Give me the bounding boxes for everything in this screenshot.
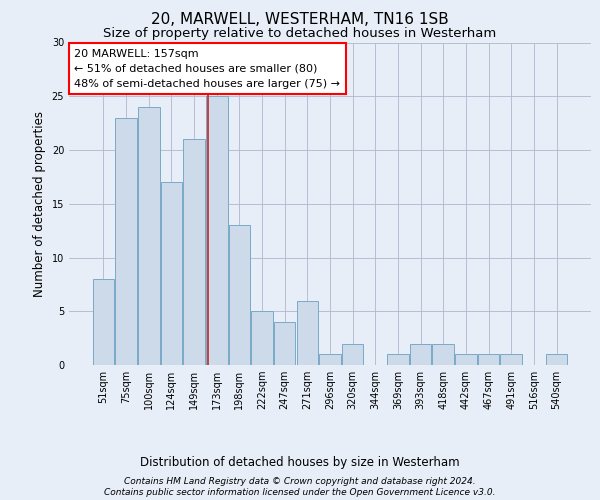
Bar — [251, 311, 273, 365]
Bar — [410, 344, 431, 365]
Text: Contains public sector information licensed under the Open Government Licence v3: Contains public sector information licen… — [104, 488, 496, 497]
Bar — [500, 354, 522, 365]
Text: Distribution of detached houses by size in Westerham: Distribution of detached houses by size … — [140, 456, 460, 469]
Bar — [274, 322, 295, 365]
Bar — [161, 182, 182, 365]
Bar — [319, 354, 341, 365]
Bar — [93, 279, 114, 365]
Y-axis label: Number of detached properties: Number of detached properties — [33, 111, 46, 296]
Bar — [184, 139, 205, 365]
Bar — [455, 354, 476, 365]
Bar — [387, 354, 409, 365]
Bar — [206, 96, 227, 365]
Bar — [478, 354, 499, 365]
Text: Size of property relative to detached houses in Westerham: Size of property relative to detached ho… — [103, 28, 497, 40]
Bar — [342, 344, 364, 365]
Bar — [138, 107, 160, 365]
Bar — [296, 300, 318, 365]
Bar — [115, 118, 137, 365]
Bar — [229, 225, 250, 365]
Text: Contains HM Land Registry data © Crown copyright and database right 2024.: Contains HM Land Registry data © Crown c… — [124, 476, 476, 486]
Text: 20, MARWELL, WESTERHAM, TN16 1SB: 20, MARWELL, WESTERHAM, TN16 1SB — [151, 12, 449, 28]
Text: 20 MARWELL: 157sqm
← 51% of detached houses are smaller (80)
48% of semi-detache: 20 MARWELL: 157sqm ← 51% of detached hou… — [74, 49, 340, 88]
Bar — [546, 354, 567, 365]
Bar — [433, 344, 454, 365]
